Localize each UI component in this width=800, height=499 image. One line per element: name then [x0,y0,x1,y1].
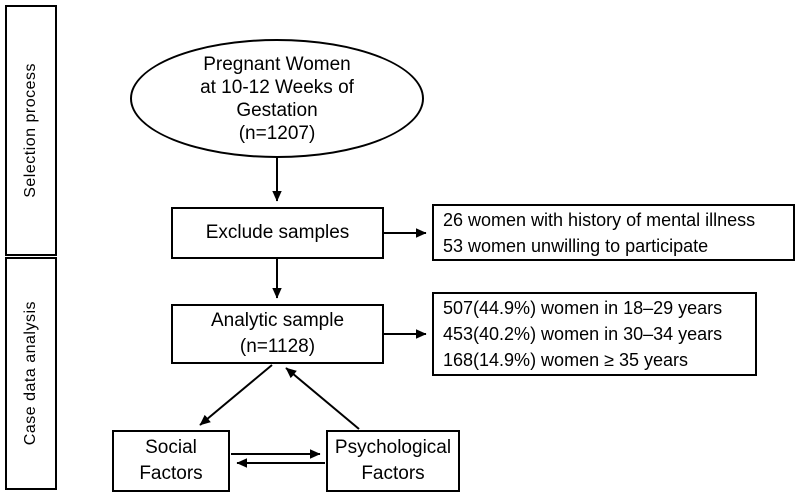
start-ellipse-line: Pregnant Women [203,53,351,75]
age-distribution-line: 507(44.9%) women in 18–29 years [443,298,723,318]
start-ellipse-line: (n=1207) [238,122,316,144]
age-distribution-box: 507(44.9%) women in 18–29 years 453(40.2… [432,292,757,376]
exclusion-details-box: 26 women with history of mental illness … [432,204,795,261]
psychological-factors-line: Psychological [334,437,452,458]
exclusion-detail-line: 26 women with history of mental illness [443,209,756,230]
exclusion-detail-line: 53 women unwilling to participate [443,235,709,256]
arrow-analytic-to-social [199,364,273,426]
psychological-factors-line: Factors [361,463,425,484]
phase-case-data-analysis: Case data analysis [5,257,57,490]
exclude-samples-label: Exclude samples [205,222,350,243]
phase-selection-process: Selection process [5,5,57,256]
social-factors-line: Factors [139,463,203,484]
start-ellipse-line: at 10-12 Weeks of [200,76,354,98]
phase-selection-process-label: Selection process [22,63,39,198]
arrow-psychological-to-analytic [285,367,360,430]
start-ellipse-line: Gestation [236,99,318,121]
social-factors-box: Social Factors [112,430,230,492]
age-distribution-line: 453(40.2%) women in 30–34 years [443,324,723,344]
social-factors-line: Social [145,437,197,458]
psychological-factors-box: Psychological Factors [326,430,460,492]
age-distribution-line: 168(14.9%) women ≥ 35 years [443,350,689,370]
phase-case-data-analysis-label: Case data analysis [22,301,39,446]
analytic-sample-line: Analytic sample [210,310,345,331]
exclude-samples-box: Exclude samples [171,207,384,259]
analytic-sample-line: (n=1128) [239,336,316,357]
analytic-sample-box: Analytic sample (n=1128) [171,304,384,364]
start-ellipse: Pregnant Women at 10-12 Weeks of Gestati… [130,39,424,158]
